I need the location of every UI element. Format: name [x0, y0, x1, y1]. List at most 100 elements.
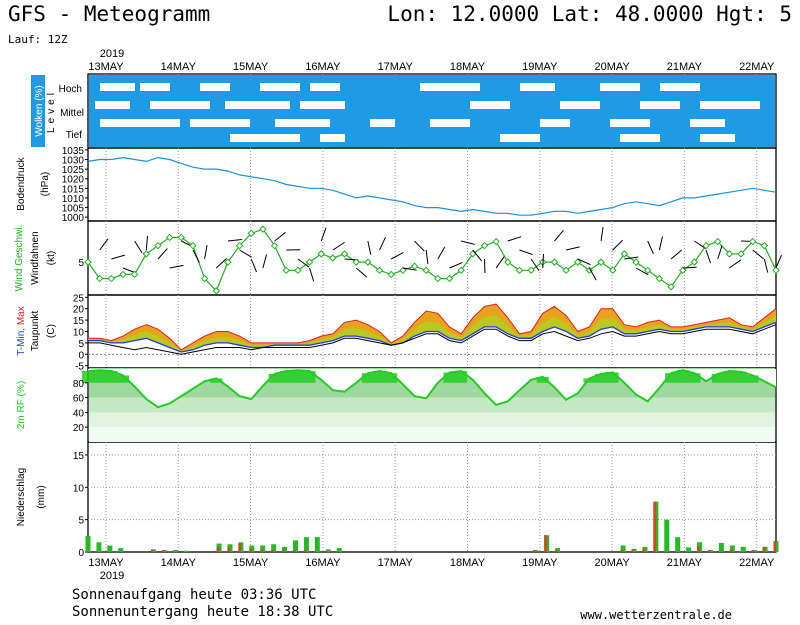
cloud-gap — [620, 134, 660, 142]
wind-barb — [577, 258, 591, 266]
cloud-gap — [700, 134, 735, 142]
wind-barb — [670, 249, 683, 260]
precip-bar — [96, 542, 102, 552]
precip-conv-bar — [533, 550, 536, 552]
wind-barb — [192, 249, 200, 263]
humidity-axis-title: 2m RF (%) — [16, 381, 27, 429]
precip-bar — [729, 545, 735, 552]
pressure-unit-title-text: (hPa) — [40, 172, 51, 196]
precip-conv-bar — [773, 541, 776, 552]
precip-conv-bar — [292, 550, 296, 552]
site-link[interactable]: www.wetterzentrale.de — [580, 608, 732, 622]
wind-barb — [169, 264, 184, 269]
tick-label-top: 21MAY — [667, 61, 703, 73]
tick-label-top: 19MAY — [522, 61, 558, 73]
precip-bar — [118, 548, 124, 552]
wind-marker — [317, 250, 325, 258]
model-run-label: Lauf: 12Z — [8, 33, 68, 46]
wind-barb — [588, 267, 597, 281]
wind-barb — [705, 249, 712, 264]
humidity-peak-fill — [280, 370, 293, 383]
precip-bar — [282, 546, 288, 552]
wind-marker — [95, 274, 104, 283]
precip-tick-label: 15 — [73, 451, 85, 462]
wind-marker — [235, 241, 244, 250]
wind-barb — [262, 254, 268, 269]
wind-marker — [212, 287, 220, 295]
tick-label-bottom: 14MAY — [161, 557, 197, 569]
wind-unit-title-text: (kt) — [46, 251, 57, 265]
pressure-tick-label: 1005 — [62, 204, 85, 215]
humidity-peak-fill — [711, 373, 724, 383]
wind-marker — [597, 258, 605, 266]
cloud-gap — [560, 101, 600, 109]
humidity-axis-title-text: 2m RF (%) — [16, 381, 27, 429]
wind-marker — [329, 254, 337, 262]
wind-marker — [352, 258, 360, 266]
humidity-peak-fill — [688, 373, 701, 383]
tick-label-bottom: 20MAY — [594, 557, 630, 569]
wind-marker — [737, 250, 745, 258]
tick-label-bottom: 21MAY — [667, 557, 703, 569]
wind-marker — [492, 237, 500, 246]
wind-barb — [775, 254, 782, 269]
wind-marker — [574, 258, 582, 266]
precip-conv-bar — [653, 501, 656, 552]
cloud-gap — [500, 134, 540, 142]
wind-marker — [410, 262, 419, 270]
wind-marker — [515, 266, 524, 275]
wind-barb — [239, 249, 252, 258]
cloud-gap — [540, 119, 570, 127]
humidity-tick-label: 80 — [73, 379, 85, 390]
precip-conv-bar — [544, 535, 547, 552]
precip-bar — [292, 540, 298, 552]
wind-barb — [227, 239, 242, 242]
pressure-axis-title: Bodendruck — [16, 156, 27, 210]
precip-conv-bar — [282, 550, 285, 552]
wind-barb — [379, 237, 386, 251]
wind-barb — [495, 256, 505, 269]
wind-marker — [527, 266, 535, 275]
humidity-peak-fill — [116, 375, 129, 383]
wind-barb — [134, 240, 143, 254]
sunrise-text: Sonnenaufgang heute 03:36 UTC — [72, 587, 317, 603]
wind-barb — [461, 240, 475, 245]
wind-marker — [282, 266, 290, 275]
wind-barb — [554, 229, 564, 242]
tick-label-top: 16MAY — [305, 61, 341, 73]
precip-conv-bar — [325, 550, 329, 552]
cloud-gap — [430, 119, 470, 127]
wind-barb — [215, 258, 227, 269]
temperature-tick-label: 5 — [78, 339, 84, 350]
humidity-peak-fill — [735, 371, 748, 383]
tick-label-bottom: 22MAY — [739, 557, 775, 569]
pressure-axis-title-text: Bodendruck — [16, 156, 27, 210]
wind-marker — [550, 258, 559, 266]
wind-marker — [119, 270, 127, 279]
temperature-unit-title-text: (C) — [46, 324, 57, 338]
cloud-axis-title: Wolken (%) — [31, 75, 45, 147]
wind-marker — [690, 258, 699, 266]
temperature-tick-label: -5 — [75, 362, 84, 373]
wind-barb — [402, 267, 417, 271]
precip-conv-bar — [238, 543, 241, 552]
cloud-gap — [200, 83, 230, 91]
wind-barb — [519, 249, 533, 256]
wind-axis-title: Wind Geschwi. — [14, 225, 25, 292]
wind-marker — [422, 266, 430, 275]
wind-marker — [294, 266, 302, 275]
wind-marker — [445, 274, 454, 283]
wind-marker — [189, 241, 197, 250]
wind-barb — [507, 236, 522, 242]
tick-label-top: 15MAY — [233, 61, 269, 73]
tick-label-top: 13MAY — [88, 61, 124, 73]
dewpoint-title: Taupunkt — [30, 310, 41, 351]
wind-marker — [270, 241, 279, 250]
cloud-gap — [275, 119, 330, 127]
dewpoint-series-line — [88, 324, 777, 355]
humidity-peak-fill — [595, 373, 608, 383]
precip-tick-label: 5 — [78, 516, 84, 527]
wind-barb — [752, 249, 764, 260]
precip-tick-label: 0 — [78, 548, 84, 559]
cloud-axis-title-bg — [31, 75, 45, 147]
